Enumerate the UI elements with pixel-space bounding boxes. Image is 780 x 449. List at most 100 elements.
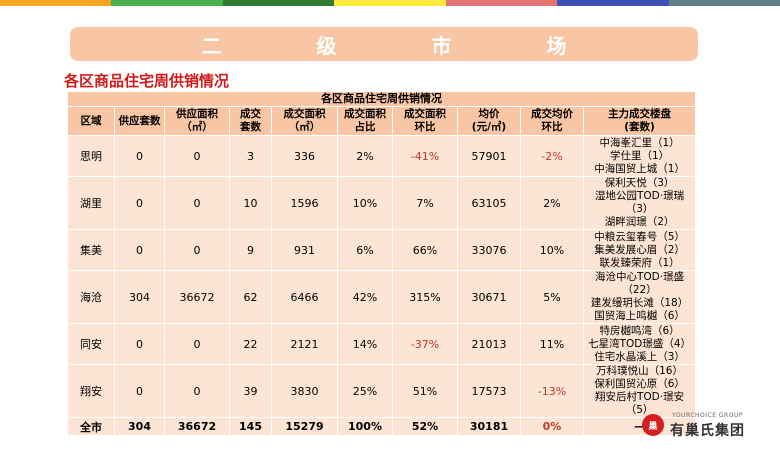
- deal-units-cell: 62: [229, 270, 272, 324]
- column-header: 区域: [67, 106, 115, 136]
- price-mom-cell: 2%: [520, 176, 584, 230]
- column-header-line: 成交面积: [404, 108, 446, 120]
- area-share-cell: 10%: [337, 176, 393, 230]
- district-cell: 湖里: [67, 176, 115, 230]
- column-header-line: 供应套数: [118, 114, 161, 127]
- section-title: 各区商品住宅周供销情况: [64, 72, 230, 90]
- title-banner: 二 级 市 场: [70, 27, 698, 61]
- price-mom-cell: 11%: [520, 323, 584, 365]
- banner-title: 二 级 市 场: [201, 33, 611, 58]
- deal-units-cell: 9: [229, 229, 272, 271]
- supply-area-cell: 0: [164, 364, 230, 418]
- supply-area-cell: 0: [164, 176, 230, 230]
- supply-area-cell: 0: [164, 135, 230, 177]
- company-logo: 巢 YOURCHOICE GROUP 有巢氏集团: [640, 410, 780, 449]
- deal-area-cell: 2121: [271, 323, 338, 365]
- column-header-line: 成交面积: [344, 108, 386, 120]
- column-header-line: 主力成交楼盘: [608, 108, 672, 120]
- column-header: 成交均价 环比: [520, 106, 584, 136]
- table-row: 同安 0 0 22 2121 14% -37% 21013 11% 特房樾鸣湾（6） 七星湾TOD璟…: [67, 323, 697, 365]
- column-header-line: 成交均价: [531, 108, 573, 120]
- deal-area-cell: 1596: [271, 176, 338, 230]
- price-mom-cell: -2%: [520, 135, 584, 177]
- column-header: 成交面积 占比: [337, 106, 393, 136]
- total-deal-area-cell: 15279: [271, 417, 338, 436]
- area-mom-cell: 66%: [392, 229, 458, 271]
- top-bar-segment: [445, 0, 558, 6]
- supply-area-cell: 0: [164, 229, 230, 271]
- supply-units-cell: 0: [114, 364, 165, 418]
- area-mom-cell: -37%: [392, 323, 458, 365]
- total-deal-units-cell: 145: [229, 417, 272, 436]
- project-item: 海沧中心TOD·璟盛（22）: [595, 271, 685, 296]
- column-header-line: 成交: [240, 108, 261, 120]
- supply-units-cell: 0: [114, 176, 165, 230]
- deal-area-cell: 3830: [271, 364, 338, 418]
- column-header: 供应面积 （㎡）: [164, 106, 230, 136]
- price-mom-cell: 10%: [520, 229, 584, 271]
- avg-price-cell: 17573: [457, 364, 521, 418]
- top-bar-segment: [668, 0, 780, 6]
- project-item: 住宅水晶溪上（3）: [594, 350, 685, 363]
- column-header-line: （㎡）: [288, 121, 321, 133]
- supply-units-cell: 0: [114, 323, 165, 365]
- avg-price-cell: 57901: [457, 135, 521, 177]
- project-item: 联发臻荣府（1）: [599, 256, 680, 269]
- table-caption: 各区商品住宅周供销情况: [66, 91, 697, 107]
- top-bar-segment: [222, 0, 335, 6]
- deal-units-cell: 22: [229, 323, 272, 365]
- project-item: 万科璞悦山（16）: [596, 365, 683, 377]
- deal-area-cell: 931: [271, 229, 338, 271]
- supply-units-cell: 0: [114, 229, 165, 271]
- total-supply-area-cell: 36672: [164, 417, 230, 436]
- area-mom-cell: 315%: [392, 270, 458, 324]
- price-mom-cell: -13%: [520, 364, 584, 418]
- project-item: 中粮云玺春号（5）: [594, 230, 685, 243]
- column-header-line: 区域: [80, 114, 102, 127]
- avg-price-cell: 30671: [457, 270, 521, 324]
- area-share-cell: 2%: [337, 135, 393, 177]
- column-header-line: 环比: [414, 121, 436, 133]
- logo-mark-icon: 巢: [642, 414, 664, 436]
- deal-units-cell: 39: [229, 364, 272, 418]
- deal-units-cell: 10: [229, 176, 272, 230]
- project-item: 建发缦玥长滩（18）: [590, 297, 689, 309]
- deal-area-cell: 336: [271, 135, 338, 177]
- table-header-row: 区域 供应套数 供应面积 （㎡） 成交 套数 成交面积 （㎡） 成交面积 占比 成交面积 环比 均价 (元…: [67, 106, 697, 136]
- total-supply-units-cell: 304: [114, 417, 165, 436]
- project-item: 保利天悦（3）: [604, 177, 675, 189]
- top-bar-segment: [111, 0, 223, 6]
- project-item: 湿地公园TOD·璟瑞（3）: [595, 190, 685, 215]
- top-bar-segment: [557, 0, 669, 6]
- area-share-cell: 6%: [337, 229, 393, 271]
- avg-price-cell: 63105: [457, 176, 521, 230]
- table-total-row: 全市 304 36672 145 15279 100% 52% 30181 0% —: [67, 417, 697, 436]
- table-row: 思明 0 0 3 336 2% -41% 57901 -2% 中海峯汇里（1） 学仕里（1） 中海国贸…: [67, 135, 697, 177]
- project-item: 保利国贸沁原（6）: [594, 378, 685, 390]
- column-header-line: 占比: [354, 121, 376, 133]
- district-cell: 海沧: [67, 270, 115, 324]
- avg-price-cell: 21013: [457, 323, 521, 365]
- table-row: 海沧 304 36672 62 6466 42% 315% 30671 5% 海沧中心TOD·璟盛…: [67, 270, 697, 324]
- supply-area-cell: 36672: [164, 270, 230, 324]
- column-header-line: 环比: [541, 121, 563, 133]
- total-area-mom-cell: 52%: [392, 417, 458, 436]
- project-item: 湖畔润璟（2）: [604, 216, 675, 228]
- supply-units-cell: 0: [114, 135, 165, 177]
- main-projects-cell: 中粮云玺春号（5） 集美发展心眉（2） 联发臻荣府（1）: [582, 229, 697, 271]
- column-header-line: 成交面积: [283, 108, 326, 120]
- supply-sales-table: 各区商品住宅周供销情况 区域 供应套数 供应面积 （㎡） 成交 套数 成交面积 （㎡） 成交面积…: [66, 91, 697, 436]
- project-item: 中海国贸上城（1）: [594, 162, 685, 175]
- district-cell: 翔安: [67, 364, 115, 418]
- column-header-line: 供应面积: [176, 108, 218, 120]
- project-item: 七星湾TOD璟盛（4）: [588, 337, 692, 350]
- total-area-share-cell: 100%: [337, 417, 393, 436]
- main-projects-cell: 保利天悦（3） 湿地公园TOD·璟瑞（3） 湖畔润璟（2）: [582, 176, 697, 230]
- column-header-line: (元/㎡): [471, 121, 507, 133]
- district-cell: 同安: [67, 323, 115, 365]
- column-header: 均价 (元/㎡): [457, 106, 521, 136]
- total-price-mom-cell: 0%: [520, 417, 584, 436]
- main-projects-cell: 特房樾鸣湾（6） 七星湾TOD璟盛（4） 住宅水晶溪上（3）: [582, 323, 697, 365]
- project-item: 学仕里（1）: [609, 149, 670, 162]
- project-item: 国贸海上鸣樾（6）: [594, 310, 685, 322]
